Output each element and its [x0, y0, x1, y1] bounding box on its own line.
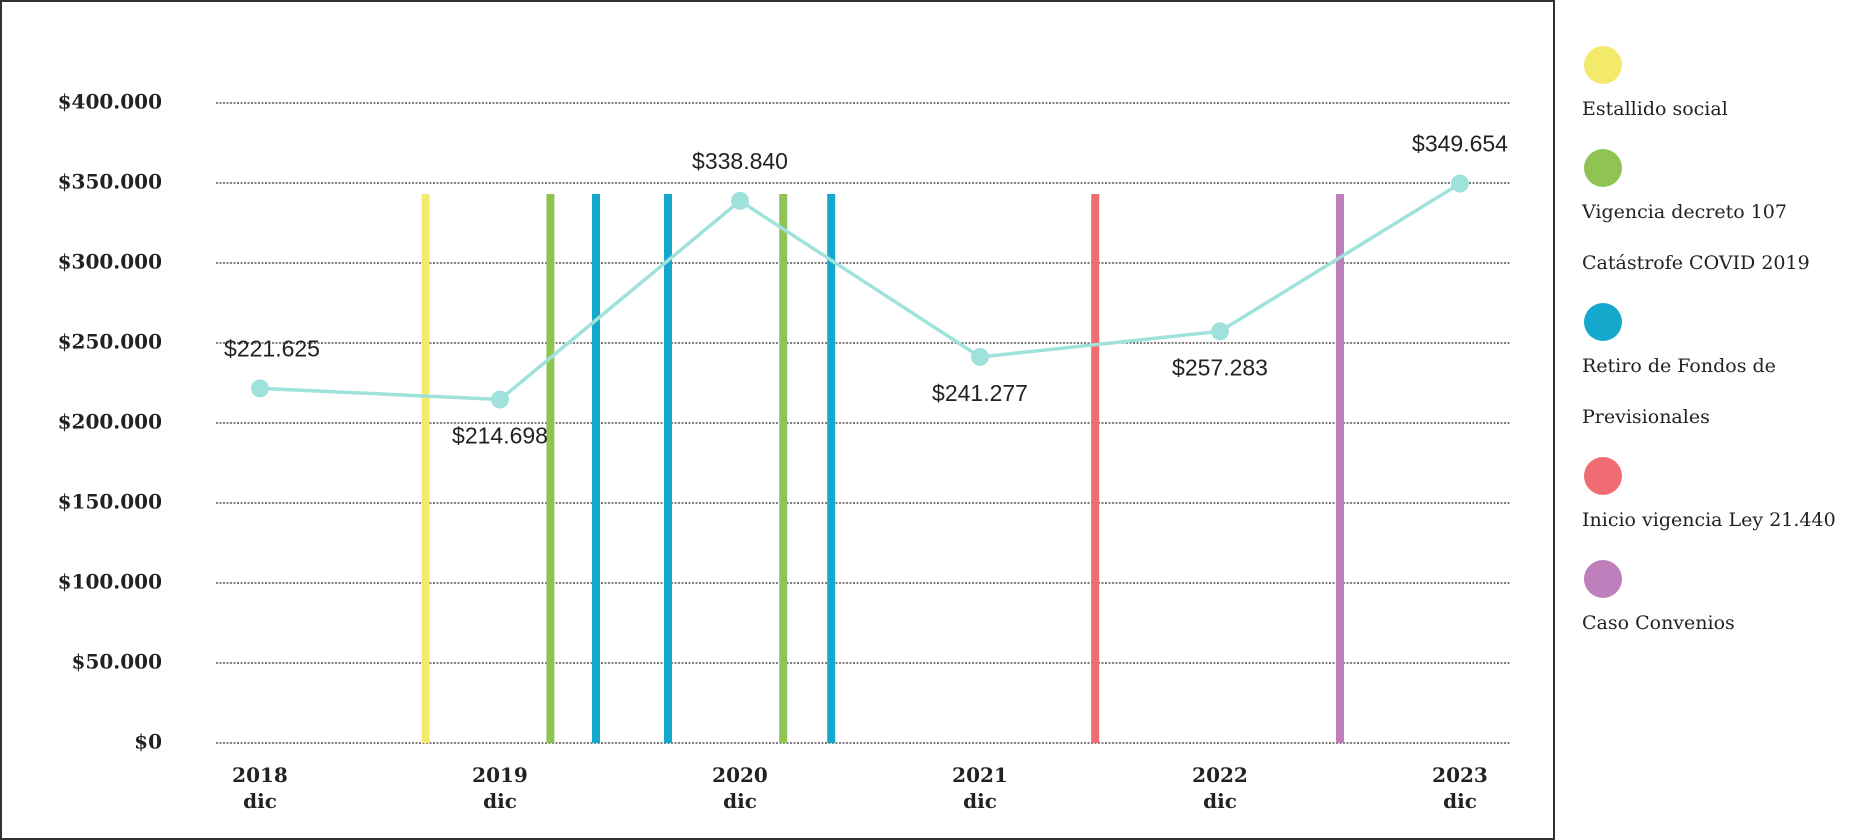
data-label: $257.283 [1172, 354, 1268, 380]
legend-swatch [1584, 303, 1622, 341]
legend-swatch [1584, 46, 1622, 84]
legend-label: Estallido social [1582, 98, 1728, 120]
legend-label: Caso Convenios [1582, 612, 1735, 634]
x-tick-label: 2023 dic [1432, 763, 1488, 813]
data-label: $241.277 [932, 380, 1028, 406]
legend-entry: Caso Convenios [1582, 560, 1854, 649]
data-point [491, 390, 509, 409]
x-tick-label: 2018 dic [232, 763, 288, 813]
y-tick-label: $200.000 [58, 410, 162, 434]
legend-label: Inicio vigencia Ley 21.440 [1582, 509, 1836, 531]
data-label: $214.698 [452, 423, 548, 449]
y-tick-label: $350.000 [58, 170, 162, 194]
y-tick-label: $100.000 [58, 570, 162, 594]
legend-swatch [1584, 560, 1622, 598]
legend-label: Vigencia decreto 107 Catástrofe COVID 20… [1582, 201, 1810, 274]
data-line [259, 182, 1461, 402]
legend: Estallido social Vigencia decreto 107 Cat… [1582, 46, 1854, 663]
data-label: $338.840 [692, 148, 788, 174]
data-point [971, 347, 989, 366]
y-tick-label: $300.000 [58, 250, 162, 274]
legend-entry: Inicio vigencia Ley 21.440 [1582, 457, 1854, 546]
data-label: $349.654 [1412, 131, 1508, 157]
y-tick-label: $50.000 [72, 650, 162, 674]
legend-label: Retiro de Fondos de Previsionales [1582, 355, 1776, 428]
y-tick-label: $250.000 [58, 330, 162, 354]
y-tick-label: $400.000 [58, 90, 162, 114]
x-tick-label: 2022 dic [1192, 763, 1248, 813]
x-tick-label: 2021 dic [952, 763, 1008, 813]
data-point [731, 191, 749, 210]
legend-swatch [1584, 149, 1622, 187]
data-label: $221.625 [224, 335, 320, 361]
y-tick-label: $0 [134, 730, 162, 754]
x-tick-label: 2020 dic [712, 763, 768, 813]
legend-entry: Vigencia decreto 107 Catástrofe COVID 20… [1582, 149, 1854, 289]
legend-entry: Estallido social [1582, 46, 1854, 135]
y-tick-label: $150.000 [58, 490, 162, 514]
data-point [251, 379, 269, 398]
chart: $0 $50.000 $100.000 $150.000 $200.000 $250.00… [0, 0, 1555, 840]
data-point [1451, 174, 1469, 193]
legend-entry: Retiro de Fondos de Previsionales [1582, 303, 1854, 443]
x-tick-label: 2019 dic [472, 763, 528, 813]
chart-border [0, 0, 1555, 840]
legend-swatch [1584, 457, 1622, 495]
data-point [1211, 322, 1229, 341]
